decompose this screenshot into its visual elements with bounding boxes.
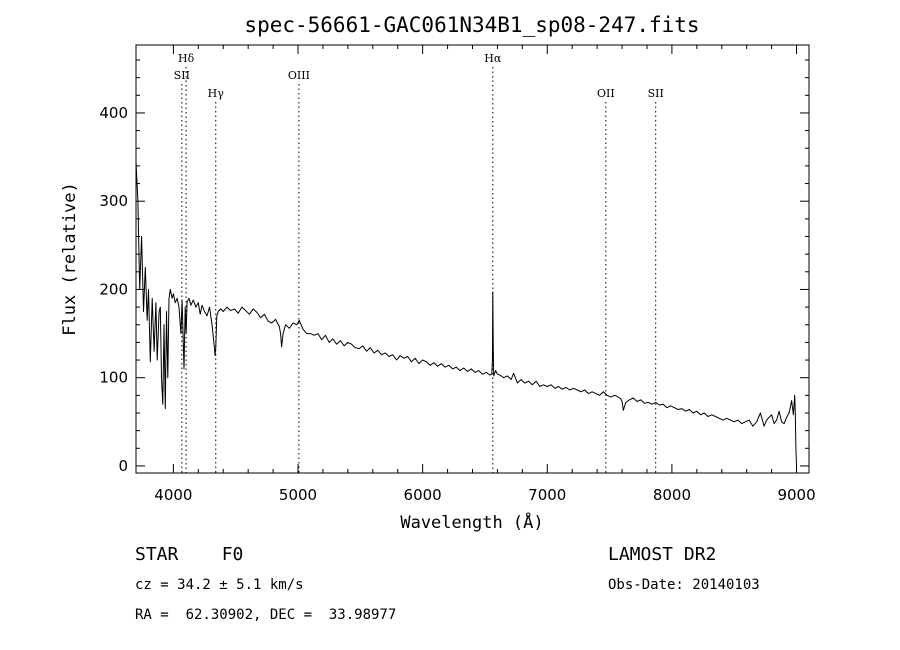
survey-release: LAMOST DR2 xyxy=(608,544,716,565)
spectral-line-markers: Hδ SII Hγ OIII Hα OII SII xyxy=(174,52,664,473)
coordinates: RA = 62.30902, DEC = 33.98977 xyxy=(135,607,396,623)
y-tick-label: 400 xyxy=(99,104,128,122)
x-tick-label: 4000 xyxy=(154,486,192,504)
x-axis-label: Wavelength (Å) xyxy=(400,511,543,533)
observation-date: Obs-Date: 20140103 xyxy=(608,577,760,593)
x-tick-label: 7000 xyxy=(528,486,566,504)
y-tick-label: 300 xyxy=(99,192,128,210)
y-tick-label: 100 xyxy=(99,369,128,387)
spectral-line-label: Hδ xyxy=(178,52,195,65)
plot-frame xyxy=(135,44,810,474)
x-tick-label: 8000 xyxy=(653,486,691,504)
x-tick-label: 6000 xyxy=(404,486,442,504)
spectral-line-label: Hγ xyxy=(208,87,225,100)
y-tick-label: 0 xyxy=(118,457,128,475)
object-class: STAR F0 xyxy=(135,544,243,565)
chart-title: spec-56661-GAC061N34B1_sp08-247.fits xyxy=(244,13,699,37)
spectral-line-label: Hα xyxy=(484,52,502,65)
y-tick-label: 200 xyxy=(99,280,128,298)
y-axis-ticks: 0 100 200 300 400 xyxy=(99,59,809,475)
spectral-line-label: SII xyxy=(648,87,664,100)
x-axis-ticks: 4000 5000 6000 7000 8000 9000 xyxy=(154,45,816,504)
spectral-line-label: SII xyxy=(174,69,190,82)
spectrum-line xyxy=(135,161,797,466)
redshift-velocity: cz = 34.2 ± 5.1 km/s xyxy=(135,577,304,593)
y-axis-label: Flux (relative) xyxy=(60,182,80,336)
spectral-line-label: OII xyxy=(597,87,615,100)
spectral-line-label: OIII xyxy=(288,69,310,82)
x-tick-label: 9000 xyxy=(777,486,815,504)
spectrum-series xyxy=(135,161,797,466)
x-tick-label: 5000 xyxy=(279,486,317,504)
